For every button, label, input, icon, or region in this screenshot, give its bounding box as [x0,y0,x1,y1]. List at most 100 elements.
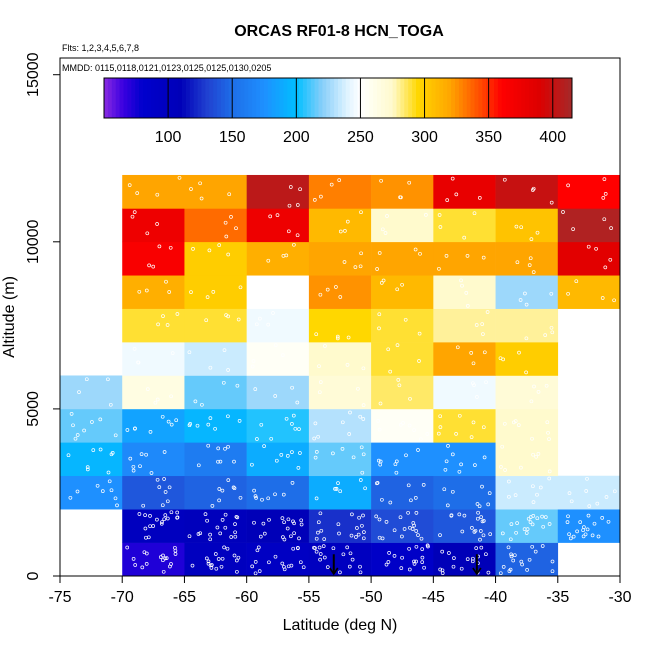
sample-point [291,413,296,418]
colorbar-swatch [505,78,510,118]
sample-point [273,492,277,497]
sample-point [196,532,201,536]
sample-point [259,422,264,427]
sample-point [219,564,224,569]
sample-point [527,557,532,562]
sample-point [561,210,565,214]
sample-point [166,419,171,424]
sample-point [509,522,514,526]
sample-point [107,479,112,484]
sample-point [523,291,527,296]
sample-point [438,414,443,419]
x-tick-label: -60 [235,589,258,606]
colorbar-swatch [107,78,113,118]
sample-point [125,545,130,550]
sample-point [507,569,512,573]
heatmap-cell [433,475,496,510]
sample-point [293,426,298,431]
sample-point [205,295,210,299]
heatmap-cell [371,375,434,410]
sample-point [462,235,467,240]
sample-point [175,510,180,515]
sample-point [535,230,540,235]
colorbar-swatch [217,78,222,118]
sample-point [512,553,517,558]
sample-point [413,496,418,500]
sample-point [223,512,228,517]
heatmap-cell [60,408,123,443]
sample-point [477,196,482,200]
sample-point [480,519,485,524]
colorbar-swatch [435,78,440,118]
sample-point [465,304,470,308]
sample-point [175,515,179,520]
sample-point [360,523,364,528]
sample-point [455,345,460,350]
sample-point [501,565,506,569]
colorbar-swatch [170,78,175,118]
sample-point [384,562,389,567]
heatmap-cell [433,174,496,209]
sample-point [586,513,591,518]
sample-point [447,551,451,555]
sample-point [414,529,419,533]
sample-point [566,183,570,188]
sample-point [298,560,303,565]
sample-point [258,316,262,321]
heatmap-cell [122,174,185,209]
sample-point [481,425,486,430]
sample-point [268,214,273,219]
sample-point [379,178,383,183]
x-tick-label: -35 [546,589,569,606]
sample-point [535,492,539,497]
sample-point [374,481,379,486]
sample-point [518,298,523,302]
sample-point [358,478,363,482]
sample-point [141,503,146,508]
sample-point [356,532,361,537]
heatmap-cell [433,542,496,577]
sample-point [358,264,363,269]
sample-point [224,234,229,239]
colorbar-swatch [209,78,214,118]
heatmap-cell [308,241,372,276]
sample-point [501,357,505,362]
heatmap-cell [495,408,559,443]
sample-point [386,347,391,352]
colorbar-swatch [470,78,475,118]
y-axis: 0 5000 10000 15000 [25,52,60,580]
sample-point [508,537,513,542]
arrow-markers [329,554,482,576]
x-tick-label: -55 [297,589,320,606]
sample-point [334,285,338,289]
sample-point [215,525,220,530]
sample-point [163,513,168,517]
heatmap-cell [184,208,247,243]
heatmap-cell [557,174,621,209]
y-tick-label: 0 [25,571,42,580]
sample-point [295,400,300,405]
sample-point [341,552,346,557]
colorbar-swatch [431,78,436,118]
sample-point [566,291,570,296]
sample-point [465,254,470,258]
sample-point [484,380,488,385]
sample-point [280,353,285,357]
sample-point [442,487,447,492]
heatmap-cell [433,408,496,443]
colorbar-swatch [150,78,156,118]
heatmap-cell [122,342,185,376]
sample-point [91,448,96,452]
colorbar-swatch [158,78,163,118]
heatmap-cell [433,442,496,477]
sample-point [253,494,258,498]
sample-point [317,545,322,550]
sample-point [585,476,589,481]
colorbar-swatch [306,78,312,118]
heatmap-cell [184,241,247,276]
sample-point [395,287,400,292]
colorbar-swatch [291,78,296,118]
sample-point [313,455,318,460]
sample-point [301,565,306,570]
sample-point [85,465,90,469]
